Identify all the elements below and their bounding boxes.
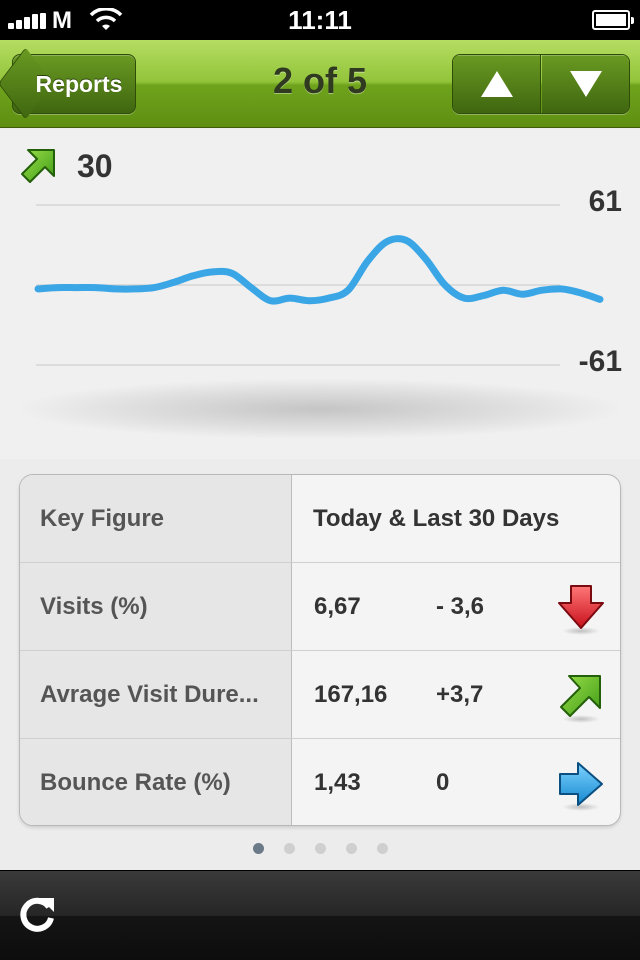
data-point-17	[345, 287, 351, 293]
y-axis-max-label: 61	[588, 185, 622, 218]
row-change: 0	[436, 769, 450, 796]
data-point-10	[209, 269, 215, 275]
back-button[interactable]: Reports	[12, 54, 136, 114]
row-key-label: Visits (%)	[20, 563, 292, 650]
data-point-7	[151, 285, 157, 291]
icon-shadow	[562, 803, 600, 811]
carrier-label: M	[52, 7, 72, 34]
data-point-24	[481, 293, 487, 299]
column-header-period: Today & Last 30 Days	[313, 504, 560, 532]
y-axis-min-label: -61	[578, 345, 622, 378]
data-point-1	[35, 286, 41, 292]
table-row[interactable]: Bounce Rate (%) 1,43 0	[20, 739, 620, 825]
table-row[interactable]: Avrage Visit Dure... 167,16 +3,7	[20, 651, 620, 739]
data-point-18	[364, 258, 370, 264]
page-dot-4[interactable]	[345, 843, 357, 854]
row-change: - 3,6	[436, 592, 485, 620]
data-point-28	[558, 286, 564, 292]
data-point-15	[306, 298, 312, 304]
data-point-19	[384, 239, 390, 245]
key-figures-table: Key Figure Today & Last 30 Days Visits (…	[19, 474, 621, 826]
battery-icon	[592, 10, 634, 30]
page-indicator[interactable]	[0, 843, 640, 854]
chart-shadow	[20, 379, 620, 439]
data-point-30	[597, 296, 603, 302]
data-point-6	[132, 286, 138, 292]
data-point-9	[190, 273, 196, 279]
data-point-5	[113, 286, 119, 292]
data-point-27	[539, 287, 545, 293]
refresh-icon[interactable]	[16, 894, 58, 936]
page-dot-2[interactable]	[283, 843, 295, 854]
green-up-arrow-icon	[560, 675, 601, 717]
line-chart	[34, 204, 604, 366]
back-button-label: Reports	[35, 71, 123, 97]
data-point-26	[520, 291, 526, 297]
trend-up-arrow-icon	[21, 149, 55, 183]
status-bar: M 11:11	[0, 0, 640, 40]
icon-shadow	[562, 627, 600, 635]
row-value: 1,43	[314, 769, 361, 796]
table-header-row: Key Figure Today & Last 30 Days	[20, 475, 620, 563]
data-point-12	[248, 285, 254, 291]
row-key-label: Avrage Visit Dure...	[20, 651, 292, 738]
data-point-3	[74, 285, 80, 291]
data-point-11	[229, 270, 235, 276]
page-dot-1[interactable]	[252, 843, 264, 854]
data-point-16	[326, 295, 332, 301]
data-point-29	[578, 290, 584, 296]
data-point-23	[461, 295, 467, 301]
up-arrow-icon	[481, 71, 513, 97]
next-report-button[interactable]	[542, 55, 629, 113]
down-arrow-icon	[570, 71, 602, 97]
row-value: 167,16	[314, 680, 388, 708]
previous-report-button[interactable]	[453, 55, 541, 113]
data-point-4	[93, 285, 99, 291]
prev-next-segmented-control	[452, 54, 630, 114]
column-header-key-figure: Key Figure	[20, 475, 292, 562]
red-down-arrow-icon	[558, 585, 604, 629]
page-title: 2 of 5	[272, 60, 368, 101]
bottom-toolbar	[0, 870, 640, 960]
data-point-21	[423, 256, 429, 262]
chart-area: 30 61 -61	[0, 129, 640, 459]
series-line	[34, 235, 604, 305]
data-point-13	[268, 298, 274, 304]
data-point-2	[54, 285, 60, 291]
row-key-label: Bounce Rate (%)	[20, 739, 292, 825]
table-row[interactable]: Visits (%) 6,67 - 3,6	[20, 563, 620, 651]
data-point-20	[403, 237, 409, 243]
page-dot-5[interactable]	[376, 843, 388, 854]
status-time: 11:11	[288, 5, 352, 35]
row-value: 6,67	[314, 592, 361, 620]
blue-right-arrow-icon	[559, 762, 603, 806]
signal-bars-icon	[8, 13, 48, 29]
page-dot-3[interactable]	[314, 843, 326, 854]
row-change: +3,7	[436, 680, 484, 708]
icon-shadow	[562, 715, 600, 723]
data-point-25	[500, 287, 506, 293]
trend-value: 30	[77, 148, 113, 184]
wifi-icon	[89, 8, 123, 30]
data-point-22	[442, 282, 448, 288]
data-point-14	[287, 295, 293, 301]
data-point-8	[171, 279, 177, 285]
navigation-bar: Reports 2 of 5	[0, 40, 640, 128]
